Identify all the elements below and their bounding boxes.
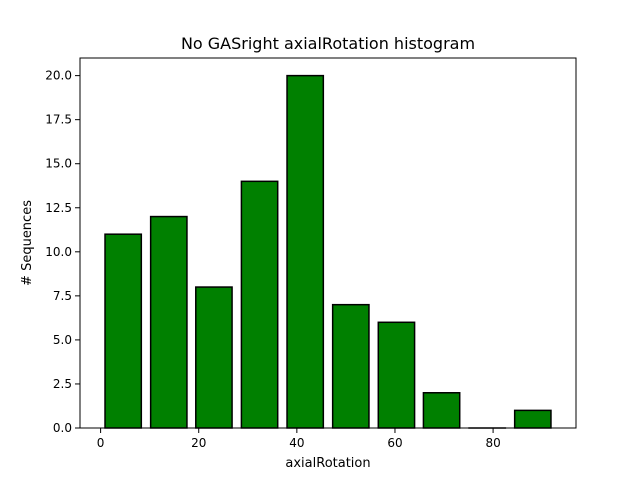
histogram-bar [422,392,461,429]
histogram-bar [286,74,325,429]
plot-frame [79,57,577,429]
y-tick-label: 17.5 [45,113,72,127]
x-axis-ticks: 0 20 40 60 80 [97,428,501,450]
histogram-bar [331,303,370,429]
x-axis-label: axialRotation [285,456,370,471]
bars-group [104,74,552,429]
y-axis-ticks: 0.0 2.5 5.0 7.5 10.0 12.5 15.0 17.5 20.0 [45,69,80,435]
y-tick-label: 0.0 [53,421,72,435]
x-tick-label: 60 [387,436,402,450]
x-tick-label: 0 [97,436,105,450]
histogram-bar [195,286,233,429]
y-axis-label: # Sequences [20,200,35,286]
x-tick-label: 40 [289,436,304,450]
histogram-bar [240,180,279,429]
y-tick-label: 20.0 [45,69,72,83]
y-tick-label: 10.0 [45,245,72,259]
y-tick-label: 7.5 [53,289,72,303]
chart-title: No GASright axialRotation histogram [181,34,475,53]
histogram-bar [513,409,552,429]
x-tick-label: 80 [485,436,500,450]
y-tick-label: 2.5 [53,377,72,391]
x-tick-label: 20 [191,436,206,450]
histogram-bar [149,215,188,429]
y-tick-label: 12.5 [45,201,72,215]
y-tick-label: 15.0 [45,157,72,171]
y-tick-label: 5.0 [53,333,72,347]
histogram-bar [104,233,143,429]
histogram-bar [377,321,416,429]
